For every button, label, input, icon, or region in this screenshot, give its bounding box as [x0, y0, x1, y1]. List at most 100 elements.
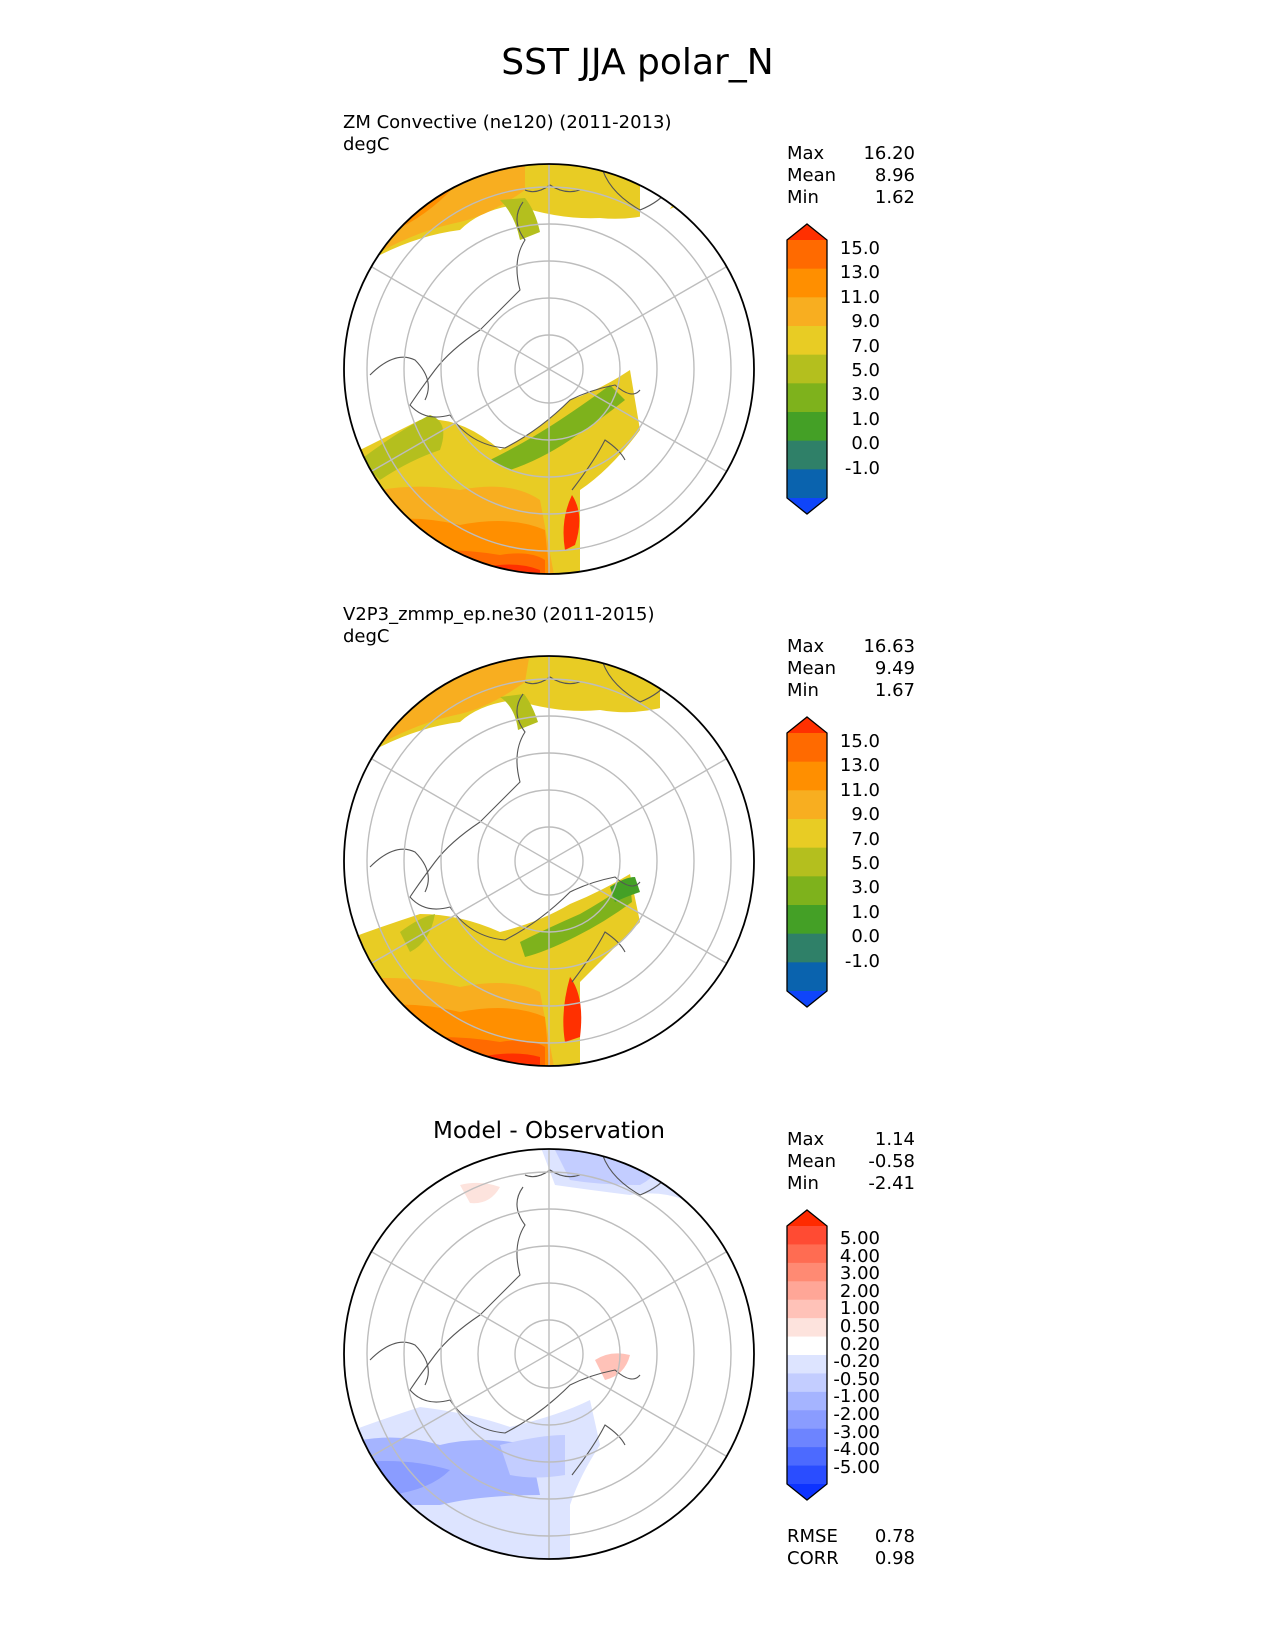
panel-1-graticule — [366, 164, 732, 574]
colorbar-tick-label: 9.0 — [851, 804, 880, 826]
colorbar-extend-max — [787, 1210, 827, 1226]
colorbar-tick-label: 13.0 — [839, 755, 880, 777]
colorbar-extend-min — [787, 1484, 827, 1500]
panel-1-stats: Max 16.20 Mean 8.96 Min 1.62 — [787, 143, 915, 209]
panel-2-graticule — [366, 656, 732, 1066]
colorbar-tick-label: 3.0 — [851, 384, 880, 406]
colorbar-band — [787, 790, 827, 820]
panel-1-polar-map — [343, 163, 755, 575]
colorbar-tick-label: 7.0 — [851, 828, 880, 850]
panel-3-map-border — [343, 1148, 755, 1560]
colorbar-tick-label: -0.20 — [833, 1351, 880, 1373]
colorbar-tick-label: 0.20 — [839, 1333, 880, 1355]
colorbar-tick-label: 11.0 — [839, 779, 880, 801]
colorbar-tick-label: -0.50 — [833, 1368, 880, 1390]
colorbar-band — [787, 354, 827, 384]
colorbar-band — [787, 326, 827, 356]
panel-2-stat-label: Min — [787, 680, 819, 701]
colorbar-band — [787, 733, 827, 763]
colorbar-tick-label: 13.0 — [839, 262, 880, 284]
colorbar-tick-label: 15.0 — [839, 238, 880, 259]
panel-1-stat-label: Max — [787, 143, 825, 164]
colorbar-tick-label: -1.0 — [844, 457, 880, 479]
rmse-label: RMSE — [787, 1526, 838, 1547]
colorbar-band — [787, 876, 827, 906]
colorbar-band — [787, 240, 827, 270]
colorbar-extend-min — [787, 498, 827, 514]
colorbar-band — [787, 962, 827, 992]
panel-3-error-stats: RMSE 0.78 CORR 0.98 — [787, 1526, 915, 1570]
panel-2-title: V2P3_zmmp_ep.ne30 (2011-2015) degC — [343, 604, 655, 648]
panel-2-map-border — [343, 655, 755, 1067]
colorbar-band — [787, 1226, 827, 1245]
colorbar-tick-label: 15.0 — [839, 731, 880, 752]
colorbar-band — [787, 1410, 827, 1430]
panel-2-colorbar — [786, 716, 828, 1008]
panel-1-map-border — [343, 163, 755, 575]
colorbar-tick-label: 9.0 — [851, 311, 880, 333]
panel-1-stat-value: 16.20 — [863, 143, 915, 164]
colorbar-tick-label: 3.00 — [839, 1263, 880, 1285]
colorbar-band — [787, 297, 827, 327]
panel-2-polar-map — [343, 655, 755, 1067]
colorbar-extend-max — [787, 224, 827, 240]
panel-3-stat-label: Max — [787, 1129, 825, 1150]
colorbar-tick-label: 1.00 — [839, 1298, 880, 1320]
colorbar-band — [787, 1244, 827, 1264]
panel-3-polar-map — [343, 1148, 755, 1560]
rmse-value: 0.78 — [874, 1526, 915, 1547]
colorbar-band — [787, 1299, 827, 1319]
figure-title: SST JJA polar_N — [501, 42, 774, 83]
colorbar-band — [787, 412, 827, 442]
panel-1-stat-label: Mean — [787, 165, 837, 186]
panel-3-colorbar-labels: 5.00 4.00 3.00 2.00 1.00 0.50 0.20 -0.20… — [825, 1230, 880, 1480]
corr-label: CORR — [787, 1548, 839, 1569]
panel-2-stat-value: 1.67 — [874, 680, 915, 701]
colorbar-band — [787, 847, 827, 877]
panel-3-stat-value: -2.41 — [868, 1173, 915, 1194]
colorbar-tick-label: 5.0 — [851, 360, 880, 381]
colorbar-tick-label: -4.00 — [833, 1439, 880, 1461]
colorbar-tick-label: 0.0 — [851, 926, 880, 948]
panel-2-units: degC — [343, 626, 390, 647]
panel-2-stat-label: Max — [787, 636, 825, 657]
colorbar-band — [787, 1318, 827, 1338]
panel-1-colorbar-labels: 15.0 13.0 11.0 9.0 7.0 5.0 3.0 1.0 0.0 -… — [835, 240, 880, 490]
colorbar-band — [787, 1262, 827, 1282]
colorbar-extend-max — [787, 717, 827, 733]
panel-2-colorbar-labels: 15.0 13.0 11.0 9.0 7.0 5.0 3.0 1.0 0.0 -… — [835, 733, 880, 983]
colorbar-tick-label: 2.00 — [839, 1280, 880, 1302]
colorbar-tick-label: 0.50 — [839, 1316, 880, 1337]
colorbar-band — [787, 819, 827, 849]
colorbar-band — [787, 1281, 827, 1301]
colorbar-band — [787, 933, 827, 963]
panel-1-stat-value: 8.96 — [874, 165, 915, 186]
colorbar-tick-label: 0.0 — [851, 433, 880, 455]
panel-3-stat-value: -0.58 — [868, 1151, 915, 1172]
colorbar-tick-label: -5.00 — [833, 1456, 880, 1478]
colorbar-band — [787, 440, 827, 470]
panel-3-stat-label: Min — [787, 1173, 819, 1194]
colorbar-tick-label: 5.0 — [851, 853, 880, 874]
panel-3-stat-value: 1.14 — [874, 1129, 915, 1150]
colorbar-tick-label: 1.0 — [851, 901, 880, 923]
panel-1-title-line-1: ZM Convective (ne120) (2011-2013) — [343, 112, 672, 133]
corr-value: 0.98 — [874, 1548, 915, 1569]
colorbar-band — [787, 1391, 827, 1411]
panel-2-title-line-1: V2P3_zmmp_ep.ne30 (2011-2015) — [343, 604, 655, 625]
panel-3-colorbar — [786, 1209, 828, 1501]
colorbar-band — [787, 1428, 827, 1448]
colorbar-band — [787, 268, 827, 298]
panel-3-stats: Max 1.14 Mean -0.58 Min -2.41 — [787, 1129, 915, 1195]
colorbar-tick-label: -2.00 — [833, 1404, 880, 1425]
colorbar-tick-label: -3.00 — [833, 1421, 880, 1443]
colorbar-tick-label: 5.00 — [839, 1228, 880, 1249]
panel-1-colorbar — [786, 223, 828, 515]
panel-2-stat-label: Mean — [787, 658, 837, 679]
colorbar-band — [787, 1447, 827, 1467]
panel-3-graticule — [366, 1149, 732, 1559]
colorbar-tick-label: 1.0 — [851, 408, 880, 430]
colorbar-band — [787, 1373, 827, 1393]
colorbar-band — [787, 383, 827, 413]
panel-2-stats: Max 16.63 Mean 9.49 Min 1.67 — [787, 636, 915, 702]
